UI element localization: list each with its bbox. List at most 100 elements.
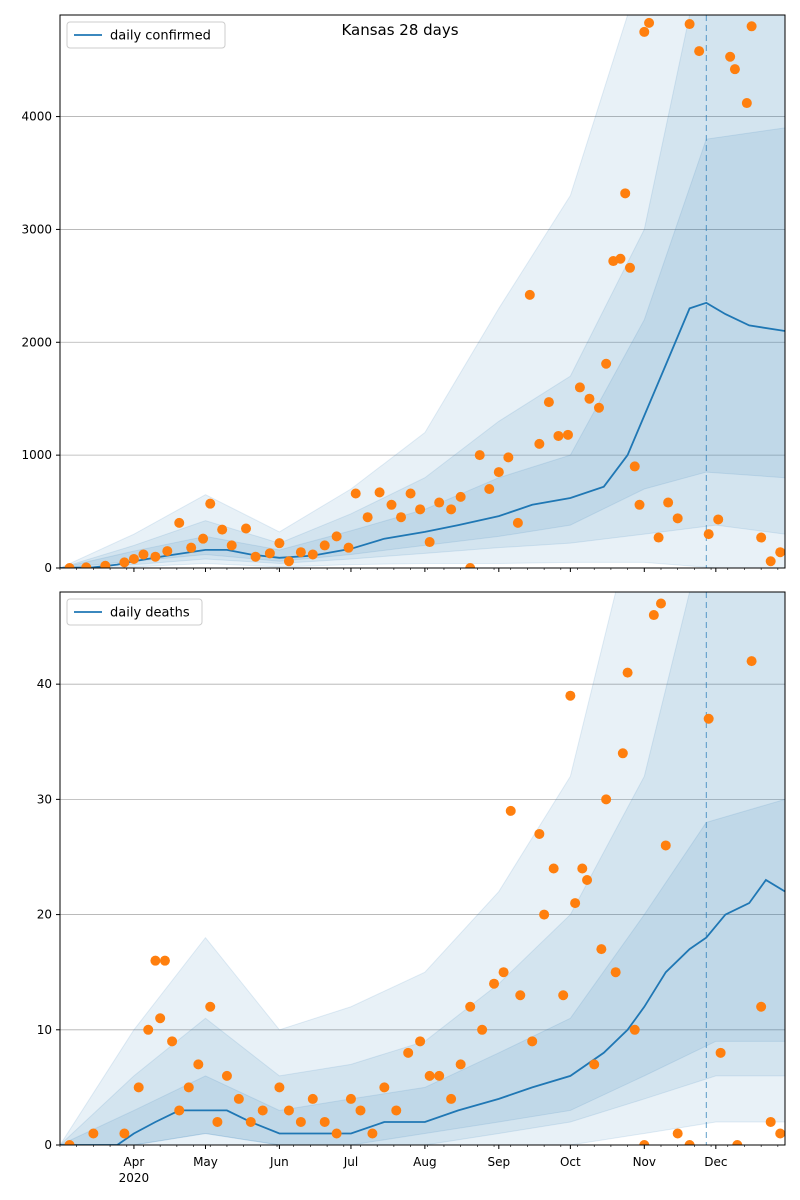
data-point <box>143 1024 154 1035</box>
data-point <box>746 21 757 32</box>
data-point <box>264 548 275 559</box>
legend-box <box>66 598 203 626</box>
data-point <box>374 487 385 498</box>
data-point <box>250 551 261 562</box>
uncertainty-band <box>60 592 785 1145</box>
data-point <box>64 563 75 568</box>
data-point <box>715 1047 726 1058</box>
data-point <box>64 1140 75 1145</box>
data-point <box>405 488 416 499</box>
data-point <box>629 461 640 472</box>
data-point <box>379 1082 390 1093</box>
data-point <box>217 524 228 535</box>
data-point <box>746 656 757 667</box>
data-point <box>534 828 545 839</box>
plot-area <box>60 592 785 1145</box>
data-point <box>725 51 736 62</box>
data-point <box>543 397 554 408</box>
data-point <box>703 529 714 540</box>
chart-panel-1: 0 1000 2000 3000 4000 daily confirmed <box>21 14 786 575</box>
data-point <box>703 713 714 724</box>
data-point <box>765 556 776 567</box>
legend: daily confirmed <box>66 21 226 49</box>
data-point <box>489 978 500 989</box>
data-point <box>503 452 514 463</box>
data-point <box>629 1024 640 1035</box>
data-point <box>622 667 633 678</box>
data-point <box>524 289 535 300</box>
data-point <box>307 1093 318 1104</box>
data-point <box>672 1128 683 1139</box>
data-point <box>283 1105 294 1116</box>
data-point <box>295 1116 306 1127</box>
data-point <box>100 560 111 568</box>
legend-box <box>66 21 226 49</box>
data-point <box>174 1105 185 1116</box>
series-line <box>60 878 785 1145</box>
data-point <box>434 1070 445 1081</box>
chart-panel-2: 0 10 20 30 40 Apr 2020 May Jun Jul Aug Sep Oct Nov Dec… <box>37 591 786 1185</box>
x-tick-label: Apr <box>124 1155 145 1169</box>
data-point <box>634 499 645 510</box>
data-point <box>577 863 588 874</box>
data-point <box>653 532 664 543</box>
x-tick-label: Aug <box>413 1155 436 1169</box>
data-point <box>574 382 585 393</box>
y-tick-label: 4000 <box>21 110 52 124</box>
data-point <box>527 1036 538 1047</box>
data-point <box>694 46 705 57</box>
data-point <box>684 1140 695 1145</box>
x-tick-label: May <box>193 1155 218 1169</box>
data-point <box>119 557 130 568</box>
data-point <box>548 863 559 874</box>
data-point <box>582 875 593 886</box>
data-point <box>434 497 445 508</box>
y-tick-label: 20 <box>37 908 52 922</box>
data-point <box>307 549 318 560</box>
uncertainty-band <box>60 798 785 1145</box>
data-point <box>212 1116 223 1127</box>
data-point <box>610 967 621 978</box>
x-tick-label: Jun <box>269 1155 289 1169</box>
data-point <box>283 556 294 567</box>
data-point <box>183 1082 194 1093</box>
legend-label: daily deaths <box>110 606 190 621</box>
data-point <box>198 533 209 544</box>
data-point <box>553 430 564 441</box>
axes-frame <box>59 591 786 1146</box>
data-point <box>221 1070 232 1081</box>
data-point <box>484 484 495 494</box>
data-point <box>639 1140 650 1145</box>
x-tick-label: Dec <box>704 1155 727 1169</box>
data-point <box>424 537 435 548</box>
data-point <box>515 990 526 1001</box>
data-point <box>128 553 139 564</box>
series-line <box>60 301 785 568</box>
data-point <box>539 909 550 920</box>
x-tick-label: Sep <box>488 1155 511 1169</box>
data-point <box>415 1036 426 1047</box>
legend: daily deaths <box>66 598 203 626</box>
data-point <box>455 1059 466 1070</box>
data-point <box>119 1128 130 1139</box>
axes-frame <box>59 14 786 569</box>
data-point <box>562 429 573 440</box>
data-point <box>257 1105 268 1116</box>
data-point <box>601 794 612 805</box>
data-point <box>775 547 785 558</box>
data-point <box>729 64 740 75</box>
data-point <box>241 523 252 534</box>
data-point <box>159 955 170 966</box>
plot-area <box>60 15 785 568</box>
data-point <box>295 547 306 558</box>
data-point <box>648 610 659 621</box>
data-point <box>663 497 674 508</box>
data-point <box>593 402 604 413</box>
data-point <box>732 1140 743 1145</box>
y-tick-label: 0 <box>44 1138 52 1152</box>
y-tick-label: 3000 <box>21 222 52 236</box>
uncertainty-band <box>60 592 785 1145</box>
data-point <box>584 393 595 404</box>
data-point <box>367 1128 378 1139</box>
